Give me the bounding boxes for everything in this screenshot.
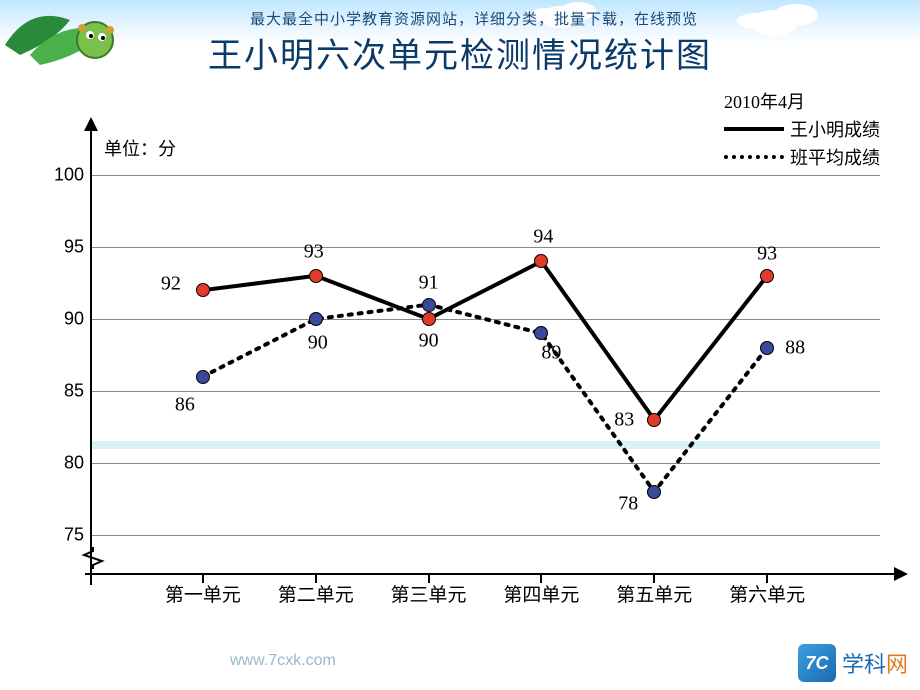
data-label: 90 xyxy=(308,332,328,355)
data-label: 93 xyxy=(757,242,777,265)
data-marker xyxy=(647,485,661,499)
y-tick-label: 75 xyxy=(50,525,84,546)
y-tick-label: 95 xyxy=(50,237,84,258)
y-tick-label: 90 xyxy=(50,309,84,330)
data-label: 86 xyxy=(175,393,195,416)
data-marker xyxy=(422,312,436,326)
data-label: 90 xyxy=(419,330,439,353)
x-tick-label: 第六单元 xyxy=(729,580,805,607)
series-line xyxy=(203,305,767,492)
data-label: 91 xyxy=(419,271,439,294)
data-label: 89 xyxy=(541,342,561,365)
data-marker xyxy=(422,298,436,312)
data-marker xyxy=(760,269,774,283)
data-marker xyxy=(760,341,774,355)
data-marker xyxy=(196,283,210,297)
axis-arrow-up-icon xyxy=(84,117,98,131)
data-marker xyxy=(534,326,548,340)
x-tick-label: 第三单元 xyxy=(391,580,467,607)
data-marker xyxy=(309,312,323,326)
y-tick-label: 100 xyxy=(50,165,84,186)
data-label: 78 xyxy=(618,492,638,515)
data-label: 93 xyxy=(304,240,324,263)
site-logo: 7C 学科网 xyxy=(798,644,908,682)
y-tick-label: 85 xyxy=(50,381,84,402)
data-label: 94 xyxy=(533,226,553,249)
logo-text: 学科网 xyxy=(842,647,908,679)
legend-solid-line-icon xyxy=(724,127,784,131)
legend-date: 2010年4月 xyxy=(724,88,880,114)
header-text: 最大最全中小学教育资源网站，详细分类，批量下载，在线预览 xyxy=(250,8,698,29)
data-marker xyxy=(534,254,548,268)
y-tick-label: 80 xyxy=(50,453,84,474)
data-marker xyxy=(309,269,323,283)
chart-area: 单位：分 7580859095100第一单元第二单元第三单元第四单元第五单元第六… xyxy=(90,135,880,575)
data-label: 88 xyxy=(785,336,805,359)
plot-lines xyxy=(90,135,880,575)
data-label: 92 xyxy=(161,273,181,296)
x-tick-label: 第一单元 xyxy=(165,580,241,607)
data-marker xyxy=(647,413,661,427)
series-line xyxy=(203,261,767,419)
logo-icon: 7C xyxy=(798,644,836,682)
x-tick-label: 第二单元 xyxy=(278,580,354,607)
data-marker xyxy=(196,370,210,384)
x-tick-label: 第五单元 xyxy=(616,580,692,607)
x-tick-label: 第四单元 xyxy=(503,580,579,607)
axis-arrow-right-icon xyxy=(894,567,908,581)
watermark: www.7cxk.com xyxy=(230,652,336,670)
chart-title: 王小明六次单元检测情况统计图 xyxy=(0,28,920,77)
data-label: 83 xyxy=(614,408,634,431)
